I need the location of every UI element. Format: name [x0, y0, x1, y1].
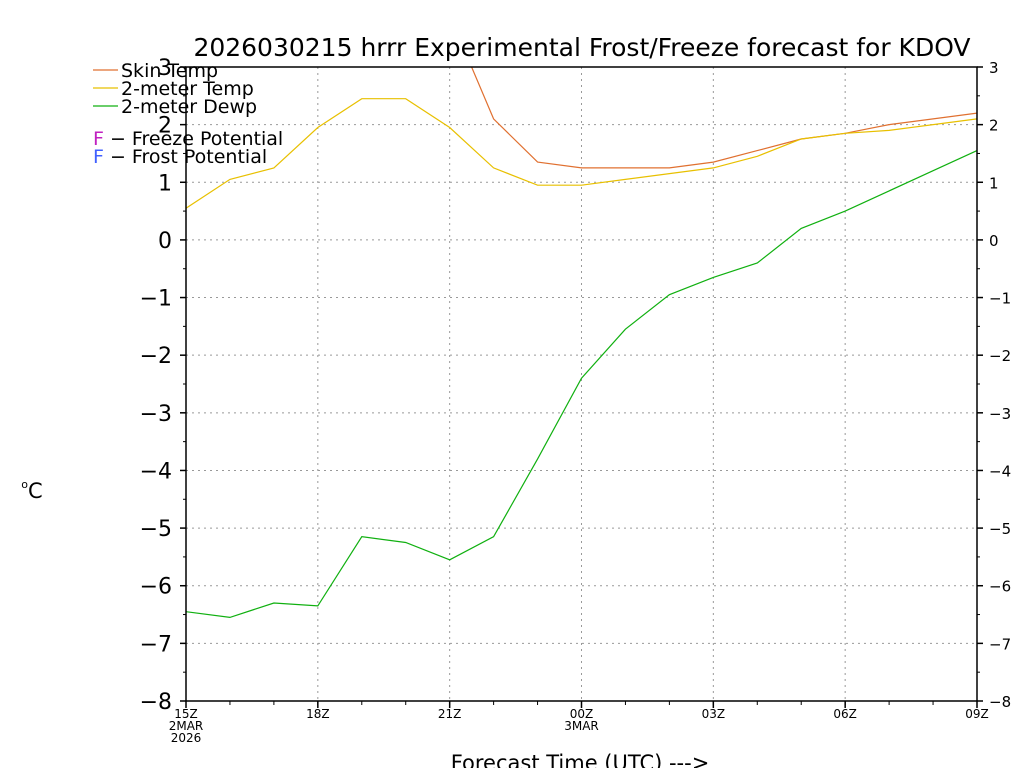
x-axis-label: Forecast Time (UTC) --->: [451, 751, 710, 768]
legend-label: F − Frost Potential: [93, 146, 267, 168]
series-line-2-meter-temp: [186, 98, 977, 209]
y-tick-label-left: 2: [158, 114, 172, 139]
chart-title: 2026030215 hrrr Experimental Frost/Freez…: [193, 33, 970, 62]
y-axis-label-unit: C: [28, 479, 43, 503]
y-tick-label-left: 1: [158, 171, 172, 196]
series-line-skin-temp: [471, 67, 977, 169]
y-tick-label-right: 2: [989, 117, 999, 135]
x-tick-sublabel-year: 2026: [171, 731, 202, 745]
y-axis-left: −8 −7 −6 −5 −4 −3 −2 −1 0 1 2 3: [140, 56, 186, 715]
legend-text: − Frost Potential: [104, 146, 267, 168]
y-tick-label-left: −2: [140, 344, 172, 369]
legend-label: 2-meter Temp: [121, 78, 254, 100]
y-tick-label-left: −3: [140, 402, 172, 427]
legend-label: F − Freeze Potential: [93, 128, 283, 150]
y-tick-label-right: −7: [989, 635, 1011, 653]
y-tick-label-right: −3: [989, 405, 1011, 423]
y-tick-label-right: −5: [989, 520, 1011, 538]
series-lines: [186, 67, 977, 619]
x-tick-label: 21Z: [438, 707, 462, 721]
x-tick-label: 09Z: [965, 707, 989, 721]
y-tick-label-left: 3: [158, 56, 172, 81]
y-tick-label-left: −4: [140, 459, 172, 484]
y-tick-label-right: 1: [989, 174, 999, 192]
grid-lines: [186, 67, 977, 701]
y-tick-label-left: 0: [158, 229, 172, 254]
x-tick-sublabel-date: 3MAR: [564, 719, 599, 733]
y-axis-right: −8 −7 −6 −5 −4 −3 −2 −1 0 1 2 3: [977, 59, 1011, 711]
y-tick-label-right: −6: [989, 578, 1011, 596]
y-axis-label: oC: [21, 478, 42, 503]
y-tick-label-left: −8: [140, 690, 172, 715]
series-line-2-meter-dewp: [186, 150, 977, 619]
legend-text: − Freeze Potential: [104, 128, 283, 150]
y-tick-label-right: −4: [989, 462, 1011, 480]
x-tick-label: 03Z: [702, 707, 726, 721]
y-axis-label-degree: o: [21, 478, 28, 491]
y-tick-label-left: −6: [140, 575, 172, 600]
x-tick-label: 06Z: [833, 707, 857, 721]
y-tick-label-left: −1: [140, 287, 172, 312]
y-tick-label-right: −8: [989, 693, 1011, 711]
x-tick-sublabel-date: 2MAR: [169, 719, 204, 733]
legend-letter: F: [93, 128, 104, 150]
x-tick-label: 00Z: [570, 707, 594, 721]
legend-label: 2-meter Dewp: [121, 96, 257, 118]
plot-frame: [185, 66, 978, 702]
y-tick-label-right: −2: [989, 347, 1011, 365]
y-tick-label-right: 0: [989, 232, 999, 250]
y-tick-label-left: −7: [140, 632, 172, 657]
legend-label: Skin Temp: [121, 60, 218, 82]
x-tick-label: 18Z: [306, 707, 330, 721]
y-tick-label-right: −1: [989, 290, 1011, 308]
y-tick-label-right: 3: [989, 59, 999, 77]
y-tick-label-left: −5: [140, 517, 172, 542]
x-tick-label: 15Z: [174, 707, 198, 721]
legend-letter: F: [93, 146, 104, 168]
